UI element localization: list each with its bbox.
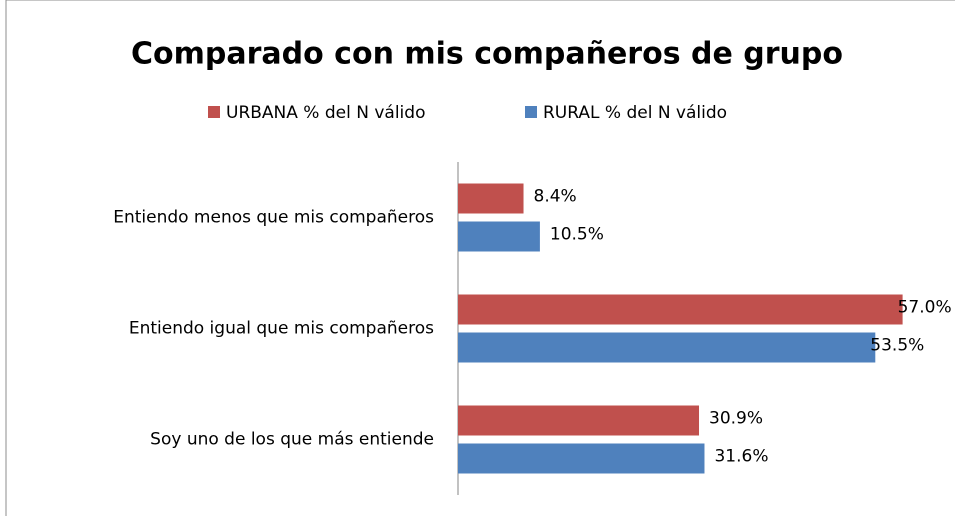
bar [458, 405, 700, 436]
data-label: 30.9% [709, 409, 763, 429]
legend-swatch [525, 106, 537, 118]
y-tick-label: Entiendo menos que mis compañeros [113, 208, 434, 228]
data-label: 57.0% [898, 298, 952, 318]
data-label: 53.5% [870, 336, 924, 356]
bar [458, 183, 524, 214]
legend-label: RURAL % del N válido [543, 103, 727, 123]
bar [458, 443, 705, 474]
data-label: 31.6% [714, 447, 768, 467]
bar [458, 221, 540, 252]
legend-label: URBANA % del N válido [226, 103, 425, 123]
y-tick-label: Entiendo igual que mis compañeros [129, 319, 434, 339]
legend-swatch [208, 106, 220, 118]
bar [458, 294, 903, 325]
chart-frame [5, 0, 955, 516]
data-label: 8.4% [534, 187, 577, 207]
data-label: 10.5% [550, 225, 604, 245]
bar [458, 332, 876, 363]
y-tick-label: Soy uno de los que más entiende [150, 430, 434, 450]
chart-title: Comparado con mis compañeros de grupo [131, 37, 843, 72]
